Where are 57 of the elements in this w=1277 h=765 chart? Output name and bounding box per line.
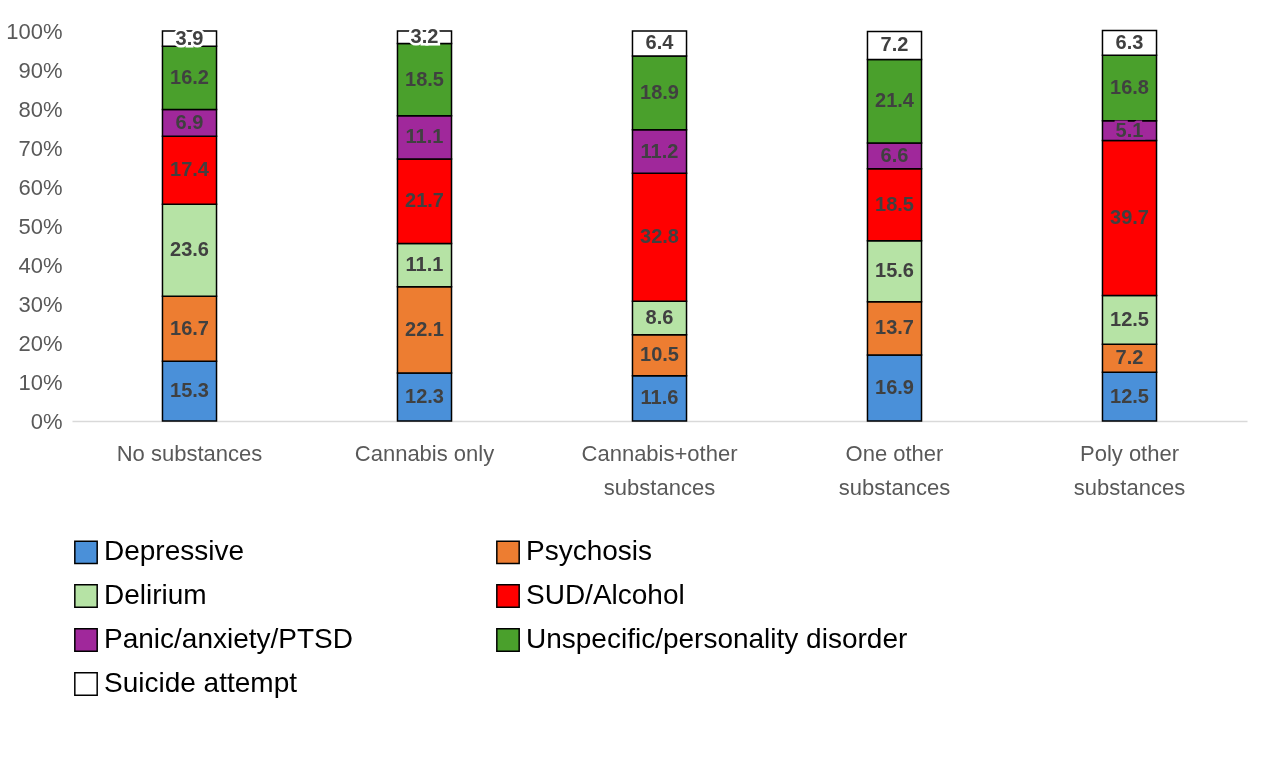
legend-label: Delirium xyxy=(104,579,207,610)
y-tick-label: 40% xyxy=(18,252,63,278)
data-label: 21.7 xyxy=(405,189,444,212)
data-label: 23.6 xyxy=(170,238,209,261)
data-label: 12.5 xyxy=(1110,384,1149,407)
data-label: 39.7 xyxy=(1110,206,1149,229)
legend-label: Unspecific/personality disorder xyxy=(526,623,908,654)
data-label: 15.3 xyxy=(170,379,209,402)
legend-label: Depressive xyxy=(104,535,245,567)
y-tick-label: 70% xyxy=(18,135,63,161)
data-label: 18.5 xyxy=(875,192,914,215)
data-label: 11.1 xyxy=(405,125,444,148)
data-label: 18.9 xyxy=(640,80,679,103)
legend-label: Suicide attempt xyxy=(104,667,298,698)
data-label: 10.5 xyxy=(640,343,679,366)
data-label: 11.6 xyxy=(640,386,679,409)
y-tick-label: 30% xyxy=(18,291,63,317)
data-label: 12.5 xyxy=(1110,307,1149,330)
data-label: 6.4 xyxy=(645,31,675,54)
data-label: 12.3 xyxy=(405,385,444,408)
data-label: 11.1 xyxy=(405,253,444,276)
data-label: 22.1 xyxy=(405,317,444,340)
x-tick-label: One other substances xyxy=(838,440,951,500)
data-label: 32.8 xyxy=(640,225,679,248)
data-label: 6.6 xyxy=(880,143,909,166)
legend-label: SUD/Alcohol xyxy=(526,579,685,610)
data-label: 17.4 xyxy=(170,158,210,181)
data-label: 13.7 xyxy=(875,316,914,339)
data-label: 3.9 xyxy=(175,26,204,49)
y-tick-label: 0% xyxy=(30,408,63,434)
data-label: 11.2 xyxy=(640,139,679,162)
data-label: 16.7 xyxy=(170,316,209,339)
data-label: 16.2 xyxy=(170,65,209,88)
data-label: 16.9 xyxy=(875,376,914,399)
data-label: 5.1 xyxy=(1115,118,1144,141)
data-label: 6.9 xyxy=(175,110,204,133)
data-label: 18.5 xyxy=(405,67,444,90)
x-tick-label: Poly other substances xyxy=(1073,440,1186,500)
y-tick-label: 90% xyxy=(18,57,63,83)
data-label: 7.2 xyxy=(1115,346,1144,369)
data-label: 21.4 xyxy=(875,89,915,112)
x-tick-label: Cannabis only xyxy=(354,440,495,466)
data-label: 15.6 xyxy=(875,259,914,282)
y-tick-label: 60% xyxy=(18,174,63,200)
y-tick-label: 50% xyxy=(18,213,63,239)
x-tick-label: Cannabis+other substances xyxy=(581,440,738,500)
legend-label: Panic/anxiety/PTSD xyxy=(104,623,353,654)
y-tick-label: 100% xyxy=(6,18,63,44)
x-tick-label: No substances xyxy=(116,440,263,466)
data-label: 7.2 xyxy=(880,33,909,56)
legend-label: Psychosis xyxy=(526,535,653,567)
y-tick-label: 80% xyxy=(18,96,63,122)
data-label: 6.3 xyxy=(1115,30,1144,53)
data-label: 16.8 xyxy=(1110,75,1149,98)
y-tick-label: 10% xyxy=(18,369,63,395)
data-label: 8.6 xyxy=(645,306,674,329)
y-tick-label: 20% xyxy=(18,330,63,356)
